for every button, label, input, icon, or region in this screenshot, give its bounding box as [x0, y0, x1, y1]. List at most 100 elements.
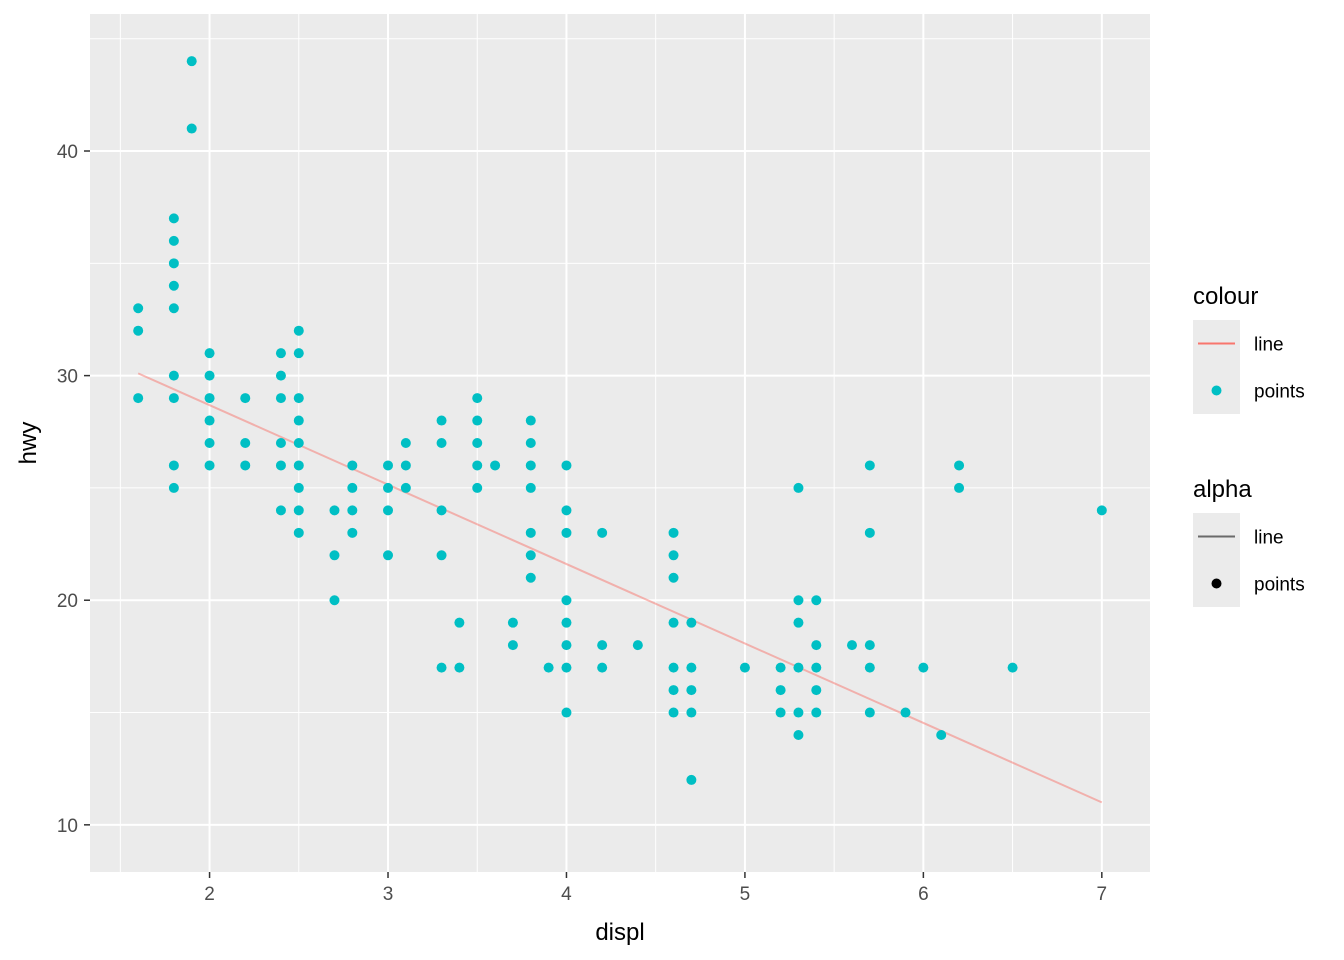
data-point [507, 640, 518, 651]
data-point [400, 460, 411, 471]
data-point [293, 438, 304, 448]
data-point [168, 460, 179, 471]
data-point [686, 617, 697, 628]
data-point [686, 662, 697, 673]
data-point [400, 482, 411, 493]
data-point [793, 595, 804, 606]
data-point [775, 685, 786, 696]
data-point [204, 415, 215, 426]
data-point [436, 505, 447, 516]
data-point [811, 662, 822, 673]
data-point [668, 685, 679, 696]
data-point [275, 438, 286, 448]
data-point [507, 617, 518, 628]
data-point [383, 482, 394, 493]
data-point [793, 617, 804, 628]
data-point [275, 370, 286, 381]
data-point [275, 505, 286, 516]
x-tick-label: 6 [918, 884, 929, 905]
data-point [686, 707, 697, 718]
data-point [793, 482, 804, 493]
data-point [490, 460, 501, 471]
y-tick-label: 10 [57, 816, 78, 837]
data-point [525, 482, 536, 493]
data-point [454, 617, 465, 628]
data-point [561, 460, 572, 471]
data-point [918, 662, 929, 673]
data-point [811, 595, 822, 606]
data-point [936, 729, 947, 740]
data-point [668, 527, 679, 538]
data-point [775, 707, 786, 718]
data-point [793, 707, 804, 718]
data-point [275, 460, 286, 471]
data-point [293, 348, 304, 359]
data-point [561, 617, 572, 628]
data-point [168, 258, 179, 269]
y-tick-label: 40 [57, 142, 78, 163]
legend-alpha-label-points: points [1254, 575, 1305, 596]
y-axis: 10 20 30 40 [57, 142, 90, 837]
data-point [347, 527, 358, 538]
data-point [793, 729, 804, 740]
data-point [240, 460, 251, 471]
data-point [525, 460, 536, 471]
data-point [900, 707, 911, 718]
x-tick-label: 3 [383, 884, 394, 905]
data-point [293, 482, 304, 493]
data-point [864, 640, 875, 651]
data-point [668, 707, 679, 718]
data-point [1096, 505, 1107, 516]
x-tick-label: 5 [740, 884, 751, 905]
data-point [436, 438, 447, 448]
legend-alpha-label-line: line [1254, 528, 1284, 549]
data-point [864, 460, 875, 471]
data-point [347, 482, 358, 493]
data-point [525, 415, 536, 426]
data-point [168, 393, 179, 404]
data-point [954, 482, 965, 493]
data-point [168, 303, 179, 314]
data-point [597, 527, 608, 538]
legend-colour-title: colour [1193, 283, 1258, 310]
data-point [686, 685, 697, 696]
plot-panel [90, 14, 1150, 872]
data-point [954, 460, 965, 471]
data-point [561, 527, 572, 538]
data-point [864, 662, 875, 673]
data-point [811, 640, 822, 651]
data-point [293, 505, 304, 516]
x-tick-label: 4 [561, 884, 572, 905]
data-point [168, 235, 179, 246]
x-tick-label: 2 [204, 884, 215, 905]
data-point [525, 550, 536, 561]
data-point [168, 482, 179, 493]
data-point [204, 348, 215, 359]
data-point [275, 393, 286, 404]
data-point [133, 325, 144, 336]
data-point [793, 662, 804, 673]
data-point [347, 460, 358, 471]
data-point [561, 662, 572, 673]
data-point [864, 707, 875, 718]
data-point [204, 370, 215, 381]
data-point [293, 325, 304, 336]
data-point [668, 617, 679, 628]
data-point [632, 640, 643, 651]
data-point [525, 572, 536, 583]
data-point [436, 662, 447, 673]
data-point [561, 640, 572, 651]
legend-colour-label-points: points [1254, 382, 1305, 403]
data-point [668, 550, 679, 561]
data-point [293, 527, 304, 538]
data-point [400, 438, 411, 448]
data-point [133, 393, 144, 404]
data-point [686, 774, 697, 785]
data-point [472, 438, 483, 448]
data-point [561, 707, 572, 718]
data-point [240, 393, 251, 404]
legend-colour-label-line: line [1254, 335, 1284, 356]
data-point [436, 415, 447, 426]
data-point [204, 460, 215, 471]
data-point [383, 505, 394, 516]
